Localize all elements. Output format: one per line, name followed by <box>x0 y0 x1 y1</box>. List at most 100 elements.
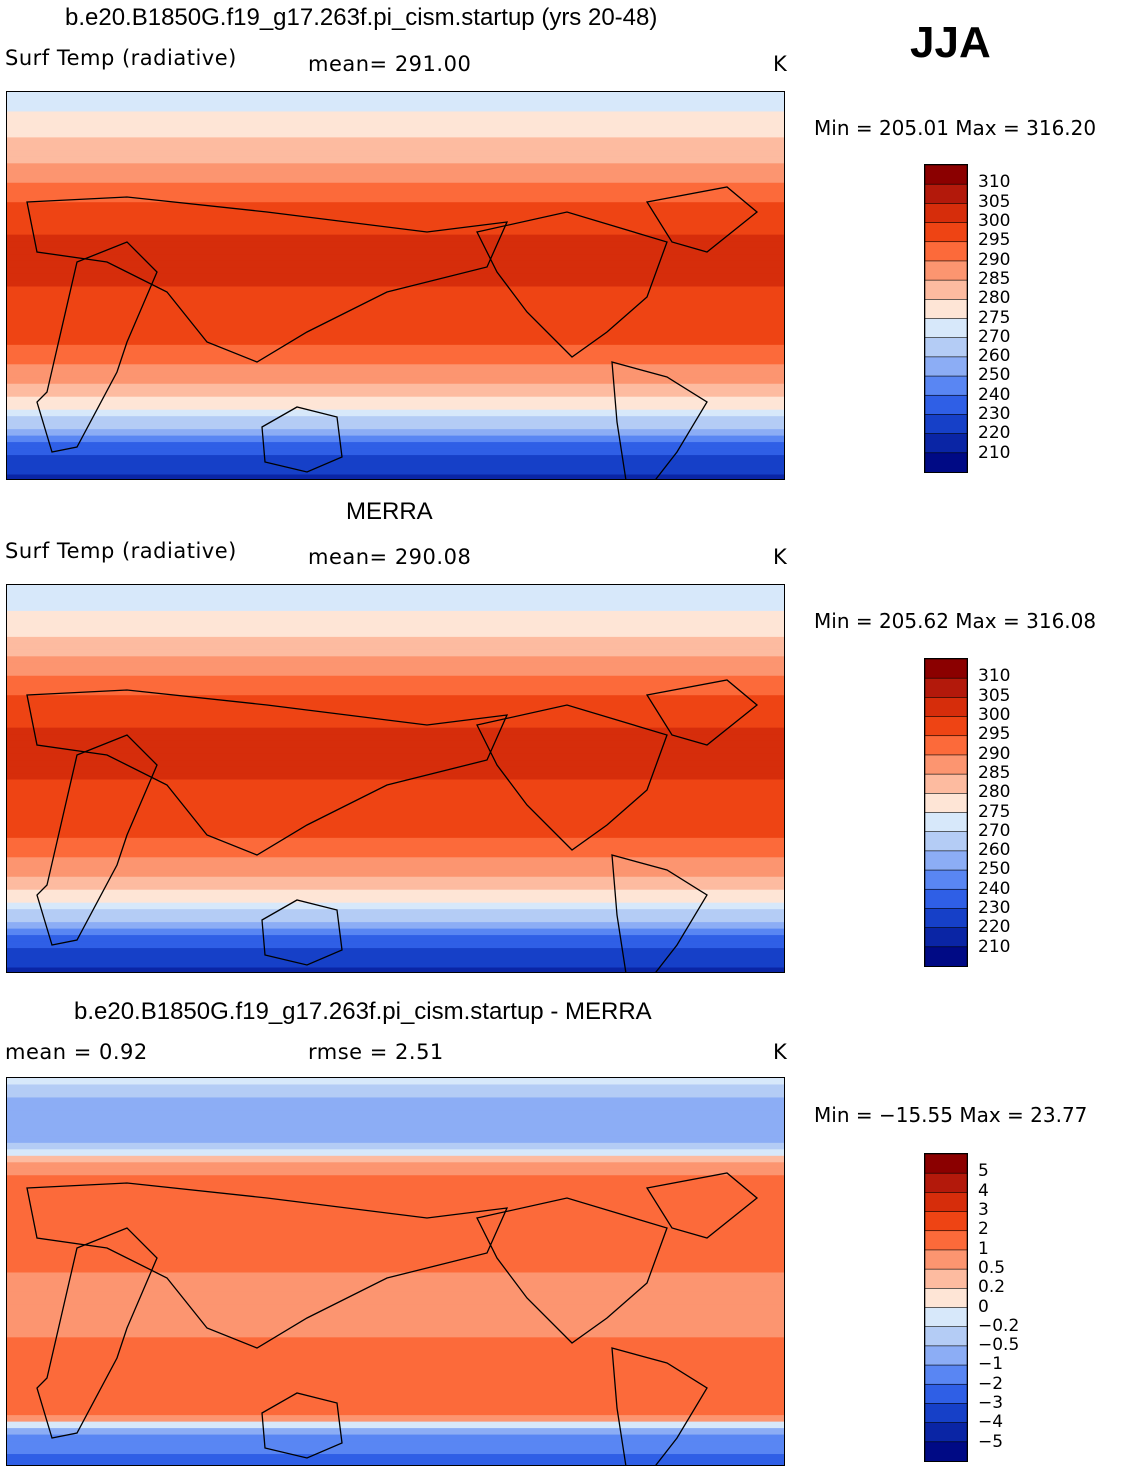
panel-3-minmax: Min = −15.55 Max = 23.77 <box>814 1103 1088 1127</box>
panel-3-units: K <box>773 1040 788 1064</box>
coastline <box>611 1347 708 1465</box>
map-band <box>7 130 784 138</box>
panel-1-title: b.e20.B1850G.f19_g17.263f.pi_cism.startu… <box>65 4 658 31</box>
colorbar-tick-label: 275 <box>978 307 1011 328</box>
map-band <box>7 292 784 301</box>
map-band <box>7 1447 784 1455</box>
panel-3-mean: mean = 0.92 <box>5 1040 148 1064</box>
colorbar-block <box>925 356 967 377</box>
colorbar-block <box>925 452 967 472</box>
map-band <box>7 643 784 651</box>
coastline <box>36 734 158 946</box>
map-band <box>7 721 784 729</box>
colorbar-block <box>925 394 967 416</box>
colorbar-tick-label: 260 <box>978 840 1011 861</box>
colorbar-tick-label: −1 <box>978 1354 1004 1375</box>
colorbar-tick-label: 4 <box>978 1180 989 1201</box>
panel-3-svg <box>7 1078 784 1465</box>
map-band <box>7 215 784 223</box>
colorbar-block <box>925 716 967 737</box>
colorbar-block <box>925 831 967 852</box>
colorbar-block <box>925 773 967 795</box>
colorbar-tick-label: −4 <box>978 1412 1004 1433</box>
map-band <box>7 766 784 774</box>
colorbar-tick-label: 295 <box>978 230 1011 251</box>
colorbar-block <box>925 1345 967 1366</box>
map-band <box>7 442 784 450</box>
map-band <box>7 714 784 722</box>
colorbar-block <box>925 1441 967 1461</box>
map-band <box>7 1207 784 1215</box>
colorbar-tick-label: 5 <box>978 1161 989 1182</box>
map-band <box>7 1317 784 1325</box>
colorbar-block <box>925 414 967 435</box>
map-band <box>7 857 784 865</box>
map-band <box>7 1395 784 1403</box>
map-band <box>7 773 784 781</box>
map-band <box>7 1285 784 1293</box>
map-band <box>7 753 784 761</box>
colorbar-block <box>925 260 967 281</box>
map-band <box>7 208 784 216</box>
colorbar-block <box>925 927 967 948</box>
coastline <box>476 1197 668 1344</box>
colorbar-tick-label: 270 <box>978 820 1011 841</box>
map-band <box>7 150 784 158</box>
map-band <box>7 331 784 339</box>
map-band <box>7 1246 784 1254</box>
map-band <box>7 1363 784 1371</box>
panel-1-map <box>6 91 785 480</box>
panel-1-colorbar-svg <box>925 165 967 472</box>
colorbar-block <box>925 888 967 910</box>
map-band <box>7 435 784 443</box>
map-band <box>7 1116 784 1124</box>
map-band <box>7 241 784 249</box>
map-band <box>7 1181 784 1189</box>
coastline <box>26 196 509 363</box>
map-band <box>7 117 784 126</box>
map-band <box>7 1233 784 1241</box>
colorbar-tick-label: 210 <box>978 442 1011 463</box>
coastline <box>645 186 759 253</box>
map-band <box>7 247 784 255</box>
map-band <box>7 357 784 365</box>
panel-2-colorbar <box>924 658 968 967</box>
colorbar-tick-label: 310 <box>978 172 1011 193</box>
colorbar-block <box>925 908 967 929</box>
map-band <box>7 1175 784 1183</box>
map-band <box>7 1240 784 1248</box>
panel-2-variable: Surf Temp (radiative) <box>5 539 237 563</box>
colorbar-tick-label: 230 <box>978 898 1011 919</box>
colorbar-tick-label: 270 <box>978 326 1011 347</box>
panel-2-svg <box>7 585 784 972</box>
map-band <box>7 1304 784 1312</box>
panel-3-map <box>6 1077 785 1466</box>
colorbar-tick-label: −0.5 <box>978 1335 1020 1356</box>
map-band <box>7 824 784 832</box>
map-band <box>7 837 784 845</box>
map-band <box>7 377 784 385</box>
map-band <box>7 195 784 203</box>
colorbar-tick-label: 3 <box>978 1199 989 1220</box>
colorbar-block <box>925 203 967 224</box>
colorbar-tick-label: 230 <box>978 404 1011 425</box>
colorbar-block <box>925 1172 967 1194</box>
map-band <box>7 747 784 755</box>
map-band <box>7 1278 784 1287</box>
map-band <box>7 1110 784 1118</box>
map-band <box>7 928 784 936</box>
colorbar-tick-label: 305 <box>978 685 1011 706</box>
colorbar-tick-label: 210 <box>978 936 1011 957</box>
map-band <box>7 792 784 800</box>
map-band <box>7 429 784 437</box>
map-band <box>7 1460 784 1465</box>
colorbar-block <box>925 1326 967 1347</box>
map-band <box>7 863 784 871</box>
colorbar-block <box>925 869 967 891</box>
colorbar-tick-label: 290 <box>978 249 1011 270</box>
map-band <box>7 383 784 391</box>
map-band <box>7 344 784 352</box>
map-band <box>7 137 784 145</box>
colorbar-block <box>925 793 967 814</box>
panel-1-mean: mean= 291.00 <box>308 52 472 76</box>
